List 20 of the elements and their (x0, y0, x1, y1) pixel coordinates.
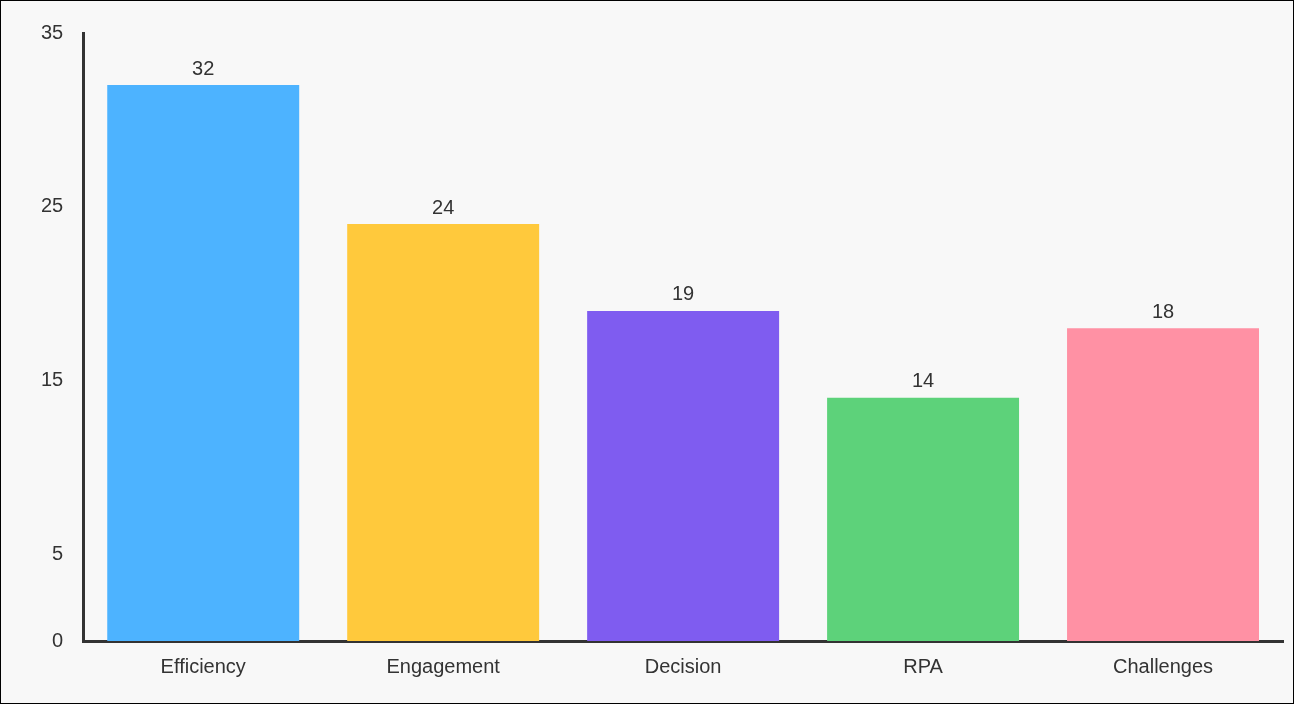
x-tick-label: Efficiency (160, 654, 246, 677)
data-label: 32 (192, 56, 215, 79)
x-tick-label: Challenges (1112, 654, 1214, 677)
bar (107, 85, 300, 641)
x-tick-label: RPA (903, 654, 944, 677)
x-tick-label: Engagement (386, 654, 501, 677)
y-tick-label: 25 (41, 194, 64, 217)
y-tick-label: 0 (52, 628, 64, 651)
data-label: 18 (1151, 299, 1175, 322)
bar (1067, 328, 1260, 641)
y-tick-label: 5 (52, 541, 64, 564)
x-tick-label: Decision (644, 654, 722, 677)
bar (347, 224, 540, 641)
data-label: 19 (672, 282, 695, 305)
y-tick-label: 35 (41, 20, 64, 43)
y-tick-label: 15 (41, 367, 64, 390)
data-label: 14 (911, 369, 935, 392)
bar (587, 310, 780, 641)
data-label: 24 (432, 195, 455, 218)
bar (827, 397, 1020, 641)
